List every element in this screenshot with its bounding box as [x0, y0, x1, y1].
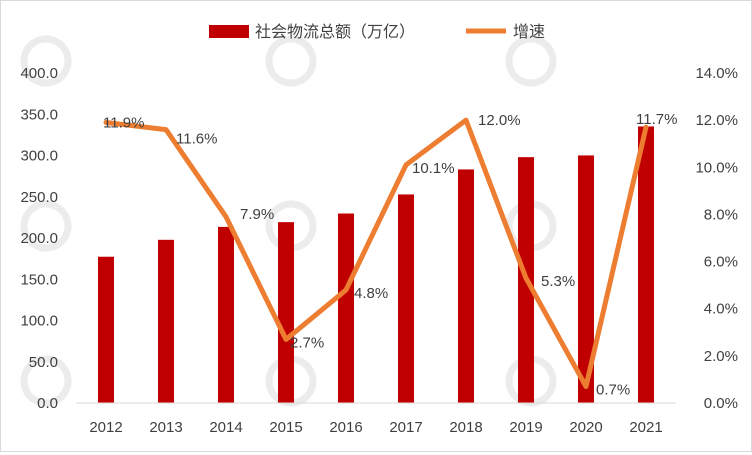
right-tick-label: 12.0% [695, 112, 738, 129]
x-tick-label: 2019 [509, 419, 542, 436]
watermark-logo [20, 200, 72, 252]
bar [98, 256, 114, 403]
left-tick-label: 400.0 [20, 65, 58, 82]
bar [638, 126, 654, 404]
x-tick-label: 2013 [149, 419, 182, 436]
right-tick-label: 6.0% [704, 254, 738, 271]
left-tick-label: 250.0 [20, 189, 58, 206]
bar [278, 222, 294, 403]
x-tick-label: 2015 [269, 419, 302, 436]
legend: 社会物流总额（万亿） 增速 [209, 22, 545, 41]
watermark-ring [20, 35, 72, 87]
left-tick-label: 100.0 [20, 313, 58, 330]
right-tick-label: 4.0% [704, 301, 738, 318]
watermark-logo [20, 355, 72, 407]
data-label: 7.9% [240, 206, 274, 223]
line-series [103, 117, 649, 389]
legend-label-bar: 社会物流总额（万亿） [255, 22, 415, 41]
bar [218, 226, 234, 403]
watermark-ring [265, 200, 317, 252]
x-tick-label: 2012 [89, 419, 122, 436]
right-tick-label: 2.0% [704, 348, 738, 365]
right-axis: 0.0% 2.0% 4.0% 6.0% 8.0% 10.0% 12.0% 14.0% [695, 65, 738, 412]
left-tick-label: 150.0 [20, 271, 58, 288]
x-tick-label: 2017 [389, 419, 422, 436]
bar [158, 239, 174, 403]
left-tick-label: 0.0 [37, 395, 58, 412]
right-tick-label: 10.0% [695, 159, 738, 176]
data-label: 2.7% [290, 334, 324, 351]
watermark-logo [265, 200, 317, 252]
watermark-logo [505, 35, 557, 87]
left-tick-label: 300.0 [20, 148, 58, 165]
watermark-ring [265, 35, 317, 87]
x-axis: 2012 2013 2014 2015 2016 2017 2018 2019 2020 2021 [89, 419, 662, 436]
right-tick-label: 8.0% [704, 206, 738, 223]
watermark-ring [20, 200, 72, 252]
bar-series [98, 126, 654, 404]
left-tick-label: 50.0 [29, 354, 58, 371]
watermark-logo [20, 35, 72, 87]
right-tick-label: 14.0% [695, 65, 738, 82]
data-label: 10.1% [412, 160, 455, 177]
watermark-ring [20, 355, 72, 407]
watermark-logo [265, 35, 317, 87]
bar [338, 213, 354, 403]
right-tick-label: 0.0% [704, 395, 738, 412]
data-label: 11.9% [103, 115, 144, 132]
data-label: 4.8% [354, 285, 388, 302]
legend-label-line: 增速 [513, 22, 545, 41]
x-tick-label: 2016 [329, 419, 362, 436]
x-tick-label: 2014 [209, 419, 242, 436]
left-axis: 0.0 50.0 100.0 150.0 200.0 250.0 300.0 350.0 400… [20, 65, 58, 412]
data-label: 0.7% [596, 382, 630, 399]
data-labels: 11.9% 11.6% 7.9% 2.7% 4.8% 10.1% 12.0% 5.3% 0.7%… [103, 111, 677, 398]
data-label: 12.0% [478, 112, 521, 129]
left-tick-label: 350.0 [20, 106, 58, 123]
x-tick-label: 2020 [569, 419, 602, 436]
x-tick-label: 2018 [449, 419, 482, 436]
legend-swatch-bar [209, 25, 249, 38]
bar [458, 169, 474, 403]
data-label: 11.7% [636, 111, 677, 128]
left-tick-label: 200.0 [20, 230, 58, 247]
x-tick-label: 2021 [629, 419, 662, 436]
bar [398, 194, 414, 403]
data-label: 11.6% [176, 131, 217, 148]
bar [578, 155, 594, 403]
growth-line [103, 117, 649, 389]
data-label: 5.3% [541, 273, 575, 290]
watermark-ring [505, 35, 557, 87]
